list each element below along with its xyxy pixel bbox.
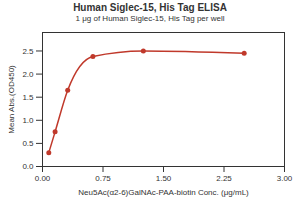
html-text:Human Siglec-15, His Tag ELISA: Human Siglec-15, His Tag ELISA — [73, 2, 227, 13]
svg-text:0.5: 0.5 — [22, 139, 34, 148]
svg-text:2.0: 2.0 — [22, 70, 34, 79]
svg-text:0.0: 0.0 — [22, 162, 34, 171]
svg-text:Neu5Ac(α2-6)GalNAc-PAA-biotin: Neu5Ac(α2-6)GalNAc-PAA-biotin Conc. (μg/… — [78, 188, 249, 197]
svg-text:0.00: 0.00 — [35, 174, 51, 183]
html-text:1 μg of Human Siglec-15, His T: 1 μg of Human Siglec-15, His Tag per wel… — [75, 14, 225, 23]
svg-text:0.75: 0.75 — [95, 174, 111, 183]
svg-text:2.25: 2.25 — [216, 174, 232, 183]
svg-text:1.0: 1.0 — [22, 116, 34, 125]
svg-text:1.5: 1.5 — [22, 93, 34, 102]
svg-text:Mean Abs.(OD450): Mean Abs.(OD450) — [7, 65, 16, 134]
svg-text:2.5: 2.5 — [22, 47, 34, 56]
svg-text:1.50: 1.50 — [156, 174, 172, 183]
svg-text:3.00: 3.00 — [277, 174, 293, 183]
